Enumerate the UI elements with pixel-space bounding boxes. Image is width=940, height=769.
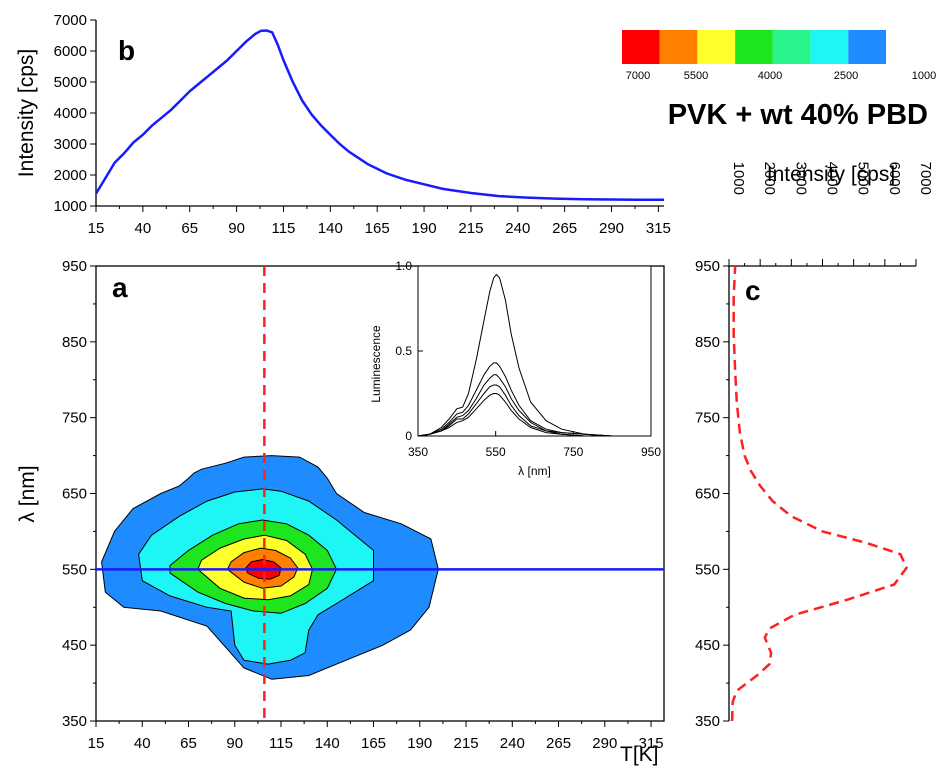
spectrum-line	[417, 393, 651, 437]
x-axis-label: λ [nm]	[518, 464, 551, 478]
colorbar-swatch	[810, 30, 849, 64]
y-tick-label: 750	[62, 410, 87, 427]
x-tick-label: 65	[181, 220, 198, 237]
y-tick-label: 1.0	[395, 259, 412, 273]
y-tick-label: 850	[695, 334, 720, 351]
colorbar-label: 2500	[834, 70, 858, 82]
panel-label: c	[745, 275, 761, 306]
x-tick-label: 6000	[886, 162, 903, 195]
x-tick-label: 550	[486, 445, 506, 459]
y-tick-label: 450	[695, 637, 720, 654]
colorbar-swatch	[659, 30, 698, 64]
x-tick-label: 15	[88, 735, 105, 752]
y-tick-label: 6000	[54, 43, 87, 60]
x-tick-label: 15	[88, 220, 105, 237]
colorbar-swatch	[735, 30, 773, 64]
x-tick-label: 190	[412, 220, 437, 237]
colorbar-label: 7000	[626, 70, 650, 82]
spectrum-line	[417, 374, 651, 437]
colorbar: 7000 5500 4000 2500 1000	[622, 30, 936, 82]
spectrum-line	[417, 362, 651, 437]
y-tick-label: 550	[62, 561, 87, 578]
y-tick-label: 950	[695, 258, 720, 275]
x-tick-label: 2000	[761, 162, 778, 195]
x-axis-label: Intensity [cps]	[767, 163, 895, 186]
x-tick-label: 4000	[824, 162, 841, 195]
y-tick-label: 650	[62, 486, 87, 503]
colorbar-swatch	[772, 30, 811, 64]
panel-b-intensity-vs-temperature: 1000 2000 3000 4000 5000 6000 7000 15 40 65 90 115 1…	[15, 12, 671, 237]
y-tick-label: 350	[695, 713, 720, 730]
colorbar-swatch	[697, 30, 736, 64]
x-tick-label: 315	[639, 735, 664, 752]
spectrum-line	[417, 273, 651, 437]
x-tick-label: 165	[365, 220, 390, 237]
y-tick-label: 0	[405, 429, 412, 443]
colorbar-label: 4000	[758, 70, 782, 82]
inset-frame	[417, 265, 652, 437]
x-tick-label: 90	[228, 220, 245, 237]
x-tick-label: 40	[134, 735, 151, 752]
y-tick-label: 1000	[54, 198, 87, 215]
colorbar-swatch	[848, 30, 886, 64]
x-tick-label: 290	[599, 220, 624, 237]
y-axis-label: λ [nm]	[16, 465, 39, 522]
colorbar-swatch	[622, 30, 660, 64]
panel-label: b	[118, 35, 135, 66]
x-tick-label: 90	[226, 735, 243, 752]
y-tick-label: 350	[62, 713, 87, 730]
y-tick-label: 2000	[54, 167, 87, 184]
x-tick-label: 350	[408, 445, 428, 459]
x-tick-label: 7000	[917, 162, 934, 195]
panel-c-intensity-vs-wavelength: 350 450 550 650 750 850 950 1000 2000 3000 4000 500…	[695, 162, 934, 730]
y-tick-label: 7000	[54, 12, 87, 29]
x-tick-label: 290	[592, 735, 617, 752]
y-tick-label: 650	[695, 486, 720, 503]
x-tick-label: 115	[269, 735, 293, 752]
y-tick-label: 3000	[54, 136, 87, 153]
x-tick-label: 950	[641, 445, 661, 459]
intensity-line	[94, 29, 664, 202]
y-tick-label: 550	[695, 561, 720, 578]
x-tick-label: 1000	[730, 162, 747, 195]
y-tick-label: 4000	[54, 105, 87, 122]
y-axis-label: Intensity [cps]	[15, 49, 38, 177]
x-tick-label: 750	[563, 445, 583, 459]
x-tick-label: 140	[318, 220, 343, 237]
x-tick-label: 5000	[855, 162, 872, 195]
x-tick-label: 315	[646, 220, 671, 237]
y-tick-label: 0.5	[395, 344, 412, 358]
y-tick-label: 5000	[54, 74, 87, 91]
x-tick-label: 65	[180, 735, 197, 752]
y-tick-label: 450	[62, 637, 87, 654]
x-tick-label: 215	[454, 735, 479, 752]
x-tick-label: 115	[271, 220, 295, 237]
x-tick-label: 265	[546, 735, 571, 752]
x-tick-label: 265	[552, 220, 577, 237]
panel-label: a	[112, 272, 128, 303]
figure-title: PVK + wt 40% PBD	[668, 99, 928, 131]
x-tick-label: 165	[361, 735, 386, 752]
y-tick-label: 950	[62, 258, 87, 275]
intensity-profile-line	[730, 265, 909, 722]
x-tick-label: 240	[505, 220, 530, 237]
x-tick-label: 215	[458, 220, 483, 237]
inset-luminescence-spectra: 0 0.5 1.0 350 550 750 950 λ [nm] Luminescence	[369, 259, 661, 478]
x-tick-label: 40	[135, 220, 152, 237]
colorbar-label: 1000	[912, 70, 936, 82]
y-tick-label: 850	[62, 334, 87, 351]
panel-a-contour-map: 350 450 550 650 750 850 950 15 40 65 90 115 140 165 19…	[16, 258, 665, 766]
y-tick-label: 750	[695, 410, 720, 427]
x-tick-label: 140	[315, 735, 340, 752]
y-axis-label: Luminescence	[369, 325, 383, 403]
x-axis-label: T[K]	[620, 743, 659, 766]
spectrum-line	[417, 384, 651, 437]
colorbar-label: 5500	[684, 70, 708, 82]
x-tick-label: 240	[500, 735, 525, 752]
x-tick-label: 3000	[792, 162, 809, 195]
x-tick-label: 190	[407, 735, 432, 752]
